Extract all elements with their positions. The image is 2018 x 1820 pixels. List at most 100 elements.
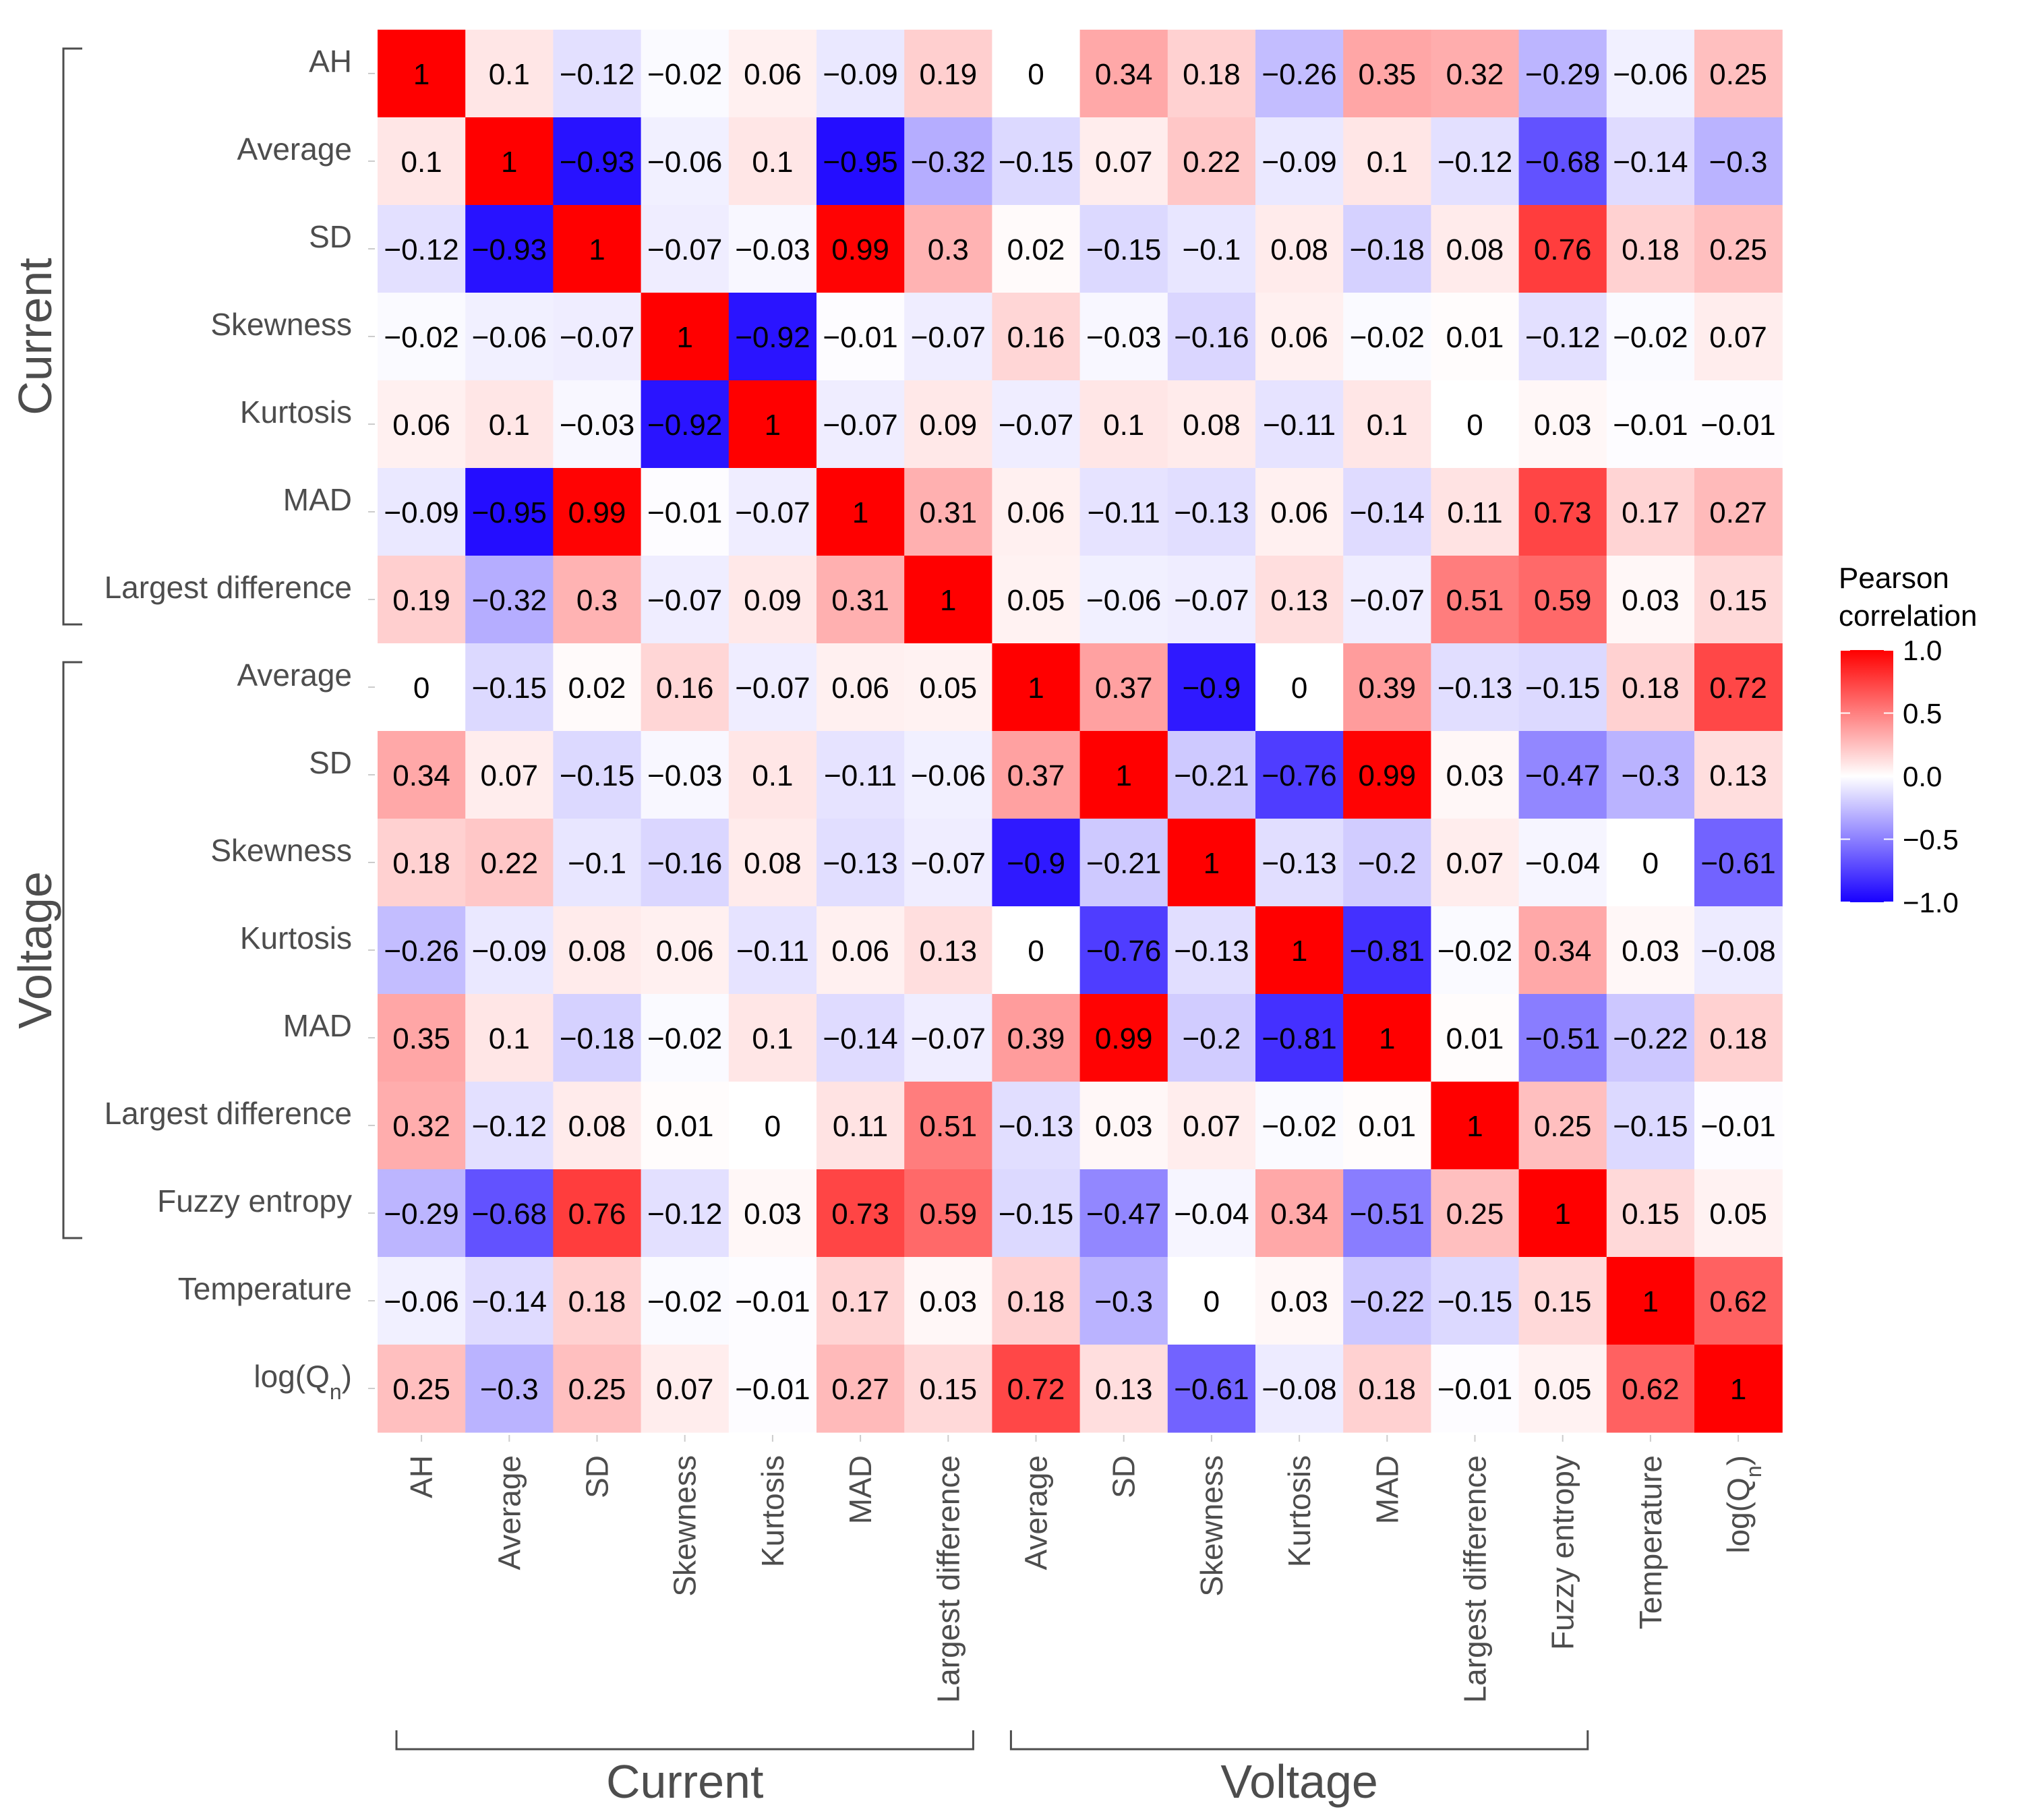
heatmap-cell [1343,643,1431,732]
y-tick-label: MAD [283,1008,352,1043]
heatmap-cell [728,643,817,732]
cell-value-label: 0 [413,672,429,705]
heatmap-cell [1431,819,1520,907]
heatmap-cell [378,819,466,907]
cell-value-label: −0.07 [999,409,1073,442]
cell-value-label: −0.09 [823,58,897,91]
cell-value-label: 0.06 [656,935,714,968]
x-tick-label: Average [1019,1455,1054,1571]
heatmap-cell [378,1257,466,1345]
y-tick-label: Fuzzy entropy [157,1183,352,1219]
cell-value-label: −0.16 [1174,321,1249,354]
cell-value-label: −0.03 [1086,321,1161,354]
heatmap-cell [378,380,466,469]
cell-value-label: −0.09 [1262,146,1336,179]
heatmap-cell [1079,1082,1168,1170]
legend-title-line-1: Pearson [1839,562,1949,595]
heatmap-cell [1518,731,1607,819]
heatmap-cell [1518,1169,1607,1258]
x-tick-label: Skewness [1194,1455,1229,1597]
cell-value-label: −0.22 [1613,1022,1688,1055]
cell-value-label: 0.1 [1367,409,1408,442]
cell-value-label: 0.01 [1358,1110,1416,1143]
heatmap-cell [553,819,642,907]
heatmap-cell [992,994,1081,1082]
cell-value-label: −0.15 [1525,672,1600,705]
heatmap-cell [904,117,992,206]
heatmap-cell [1694,205,1783,293]
cell-value-label: −0.06 [1086,584,1161,617]
cell-value-label: −0.12 [472,1110,547,1143]
heatmap-cell [1606,1169,1695,1258]
y-tick-label: MAD [283,482,352,517]
cell-value-label: 0.18 [1358,1373,1416,1406]
cell-value-label: 0.16 [656,672,714,705]
cell-value-label: 0.1 [1367,146,1408,179]
heatmap-cell [378,30,466,118]
cell-value-label: 1 [1204,847,1220,880]
heatmap-cell [1606,1082,1695,1170]
cell-value-label: −0.07 [735,672,810,705]
cell-value-label: −0.04 [1525,847,1600,880]
cell-value-label: −0.01 [647,496,722,529]
cell-value-label: 0.76 [1534,233,1592,266]
heatmap-cell [992,643,1081,732]
heatmap-cell [378,468,466,556]
cell-value-label: −0.08 [1700,935,1775,968]
heatmap-cell [1606,117,1695,206]
column-group-bracket [395,1730,974,1751]
cell-value-label: 0.15 [1622,1198,1680,1231]
heatmap-cell [817,30,905,118]
group-brackets: Current Voltage Current Voltage [9,47,1589,1808]
heatmap-cell [728,1257,817,1345]
heatmap-cell [817,906,905,995]
x-tick-label: Largest difference [1458,1455,1493,1703]
y-tick-label: log(Qn) [254,1359,352,1404]
cell-value-label: 0.05 [1709,1198,1767,1231]
column-labels: AH Average SD Skewness Kurtosis MAD Largest di… [404,1435,1766,1703]
cell-value-label: −0.1 [1182,233,1241,266]
cell-value-label: 0.99 [568,496,626,529]
heatmap-cell [1518,1257,1607,1345]
heatmap-cell [465,205,554,293]
cell-value-label: −0.3 [1709,146,1768,179]
cell-value-label: 0.25 [1709,233,1767,266]
heatmap-cell [1606,731,1695,819]
heatmap-cell [1255,380,1344,469]
column-group-bracket [1009,1730,1589,1751]
heatmap-cell [1606,556,1695,644]
cell-value-label: 0.18 [392,847,450,880]
cell-value-label: −0.61 [1700,847,1775,880]
heatmap-cell [553,643,642,732]
cell-value-label: 0 [1291,672,1307,705]
cell-value-label: 0.06 [1270,496,1328,529]
heatmap-cell [1255,1345,1344,1433]
cell-value-label: 0.25 [1446,1198,1504,1231]
cell-value-label: −0.3 [480,1373,539,1406]
heatmap-cell [1255,30,1344,118]
cell-value-label: −0.13 [1174,935,1249,968]
cell-value-label: 0 [1028,58,1044,91]
heatmap-cell [1343,994,1431,1082]
column-group-label: Voltage [1220,1755,1378,1808]
cell-value-label: −0.22 [1350,1285,1425,1318]
cell-value-label: −0.9 [1182,672,1241,705]
heatmap-cell [1431,117,1520,206]
heatmap-cell [378,1169,466,1258]
cell-value-label: 0.34 [1095,58,1153,91]
cell-value-label: 0.1 [752,1022,793,1055]
y-tick-label: Largest difference [105,1096,352,1131]
cell-value-label: 0.37 [1007,759,1065,792]
heatmap-cell [1343,30,1431,118]
cell-value-label: −0.92 [647,409,722,442]
cell-value-label: 0.08 [568,1110,626,1143]
heatmap-cell [904,380,992,469]
heatmap-cell [1606,994,1695,1082]
heatmap-cell [728,819,817,907]
cell-value-label: 0.3 [928,233,969,266]
row-group-bracket [62,47,82,626]
cell-value-label: 0.01 [656,1110,714,1143]
heatmap-cell [992,819,1081,907]
cell-value-label: −0.26 [1262,58,1336,91]
cell-value-label: 0.03 [1534,409,1592,442]
